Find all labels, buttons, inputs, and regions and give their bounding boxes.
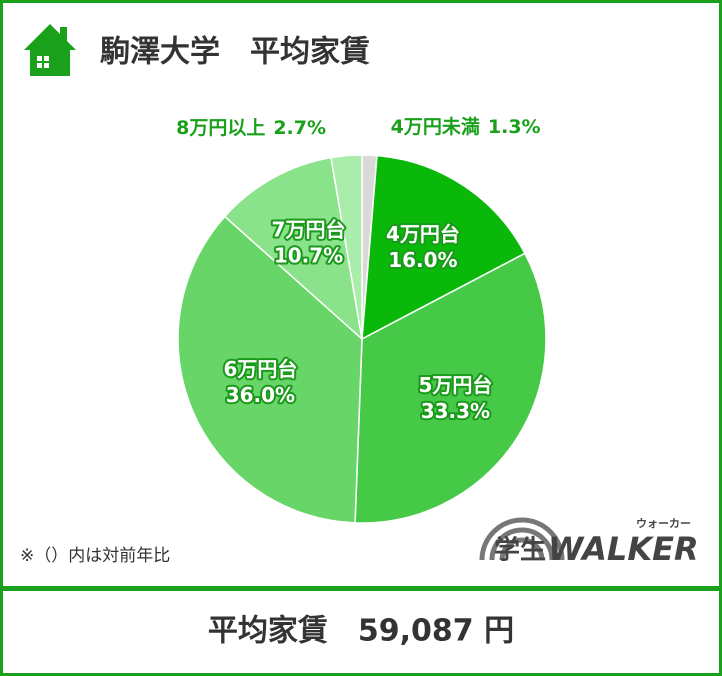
category-label: 4万円台 [386,221,460,245]
pie-slice [177,215,363,524]
chart-title: 駒澤大学 平均家賃 [100,35,370,70]
value-label: 16.0% [388,247,457,271]
footer-text: 平均家賃 59,087 円 [208,614,514,649]
slice-label: 8万円以上 2.7% [176,116,326,138]
pie-slice [361,154,526,341]
slice-label: 6万円台 36.0% [223,357,297,407]
category-label: 5万円台 [418,372,492,396]
slice-label: 4万円未満 1.3% [391,115,541,138]
slice-label: 7万円台 10.7% [272,217,346,267]
slice-label: 5万円台 33.3% [418,372,492,422]
category-label: 4万円未満 [391,115,480,138]
value-label: 36.0% [226,383,295,407]
value-label: 33.3% [421,398,490,422]
footer-frame [0,588,722,676]
note: ※（）内は対前年比 [20,546,170,566]
slice-label: 4万円台 16.0% [386,221,460,271]
category-label: 8万円以上 [176,116,265,138]
logo-main: 学生 [494,535,546,566]
category-label: 7万円台 [272,217,346,241]
logo: 学生 WALKER ウォーカー [479,517,699,568]
pie-slice [354,252,547,524]
pie-slice [223,156,364,341]
value-label: 1.3% [488,116,541,138]
category-label: 6万円台 [223,357,297,381]
value-label: 10.7% [274,243,343,267]
value-label: 2.7% [273,116,326,138]
house-icon [24,24,76,76]
pie: 4万円未満 1.3% 4万円台 16.0% 5万円台 33.3% 6万円台 36.0% 7万円台… [176,115,547,524]
logo-brand: WALKER [548,530,699,568]
logo-reading: ウォーカー [636,517,691,530]
pie-slice [330,154,363,340]
